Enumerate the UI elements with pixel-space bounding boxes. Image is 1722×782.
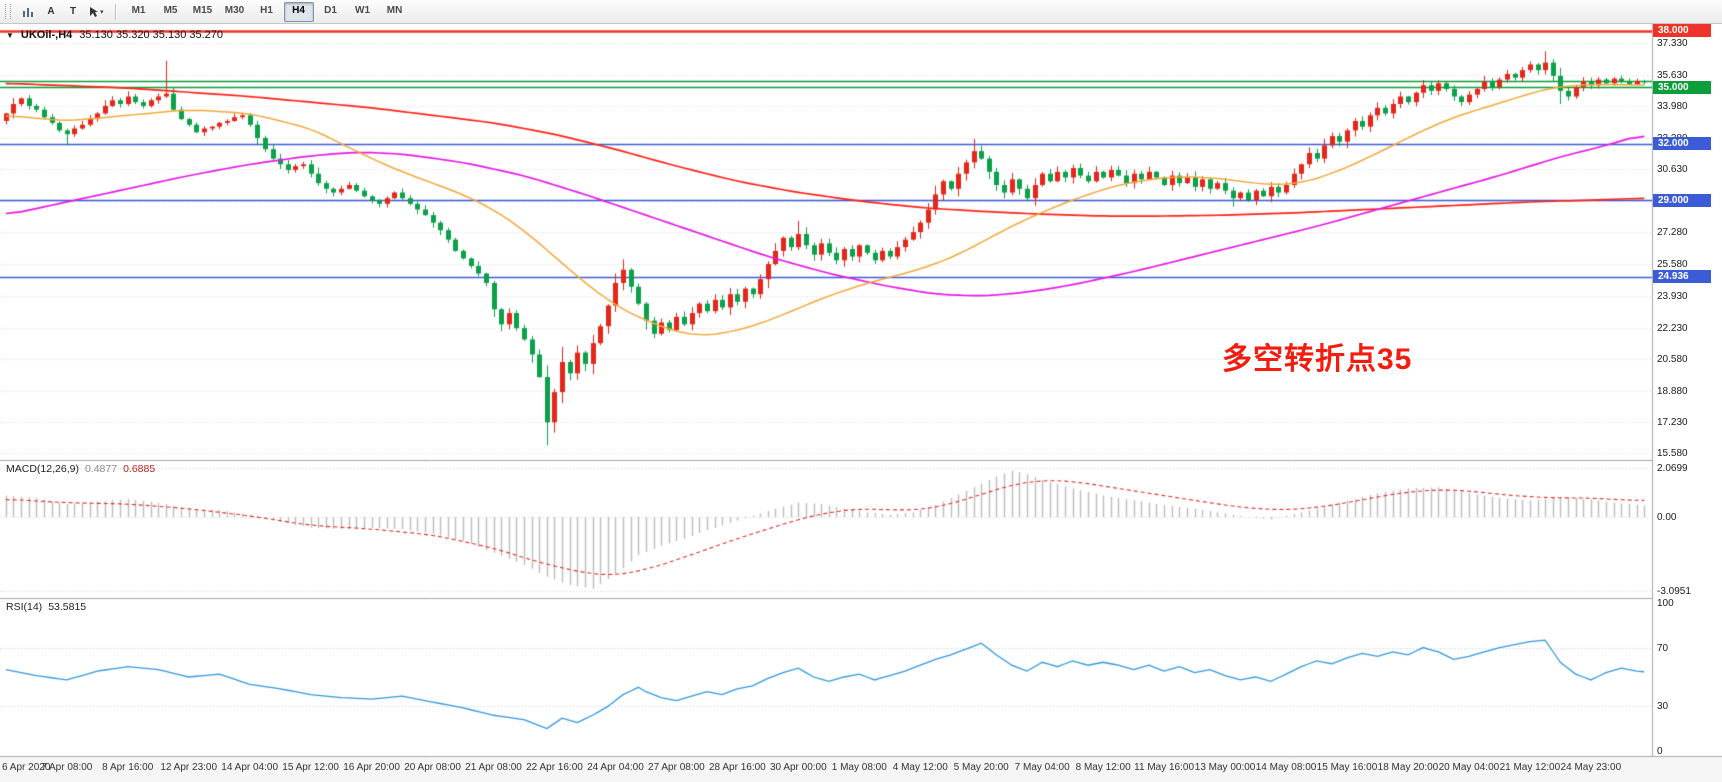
cursor-icon <box>90 6 98 17</box>
timeframe-group: M1 M5 M15 M30 H1 H4 D1 W1 MN <box>123 1 411 22</box>
text-tool-button[interactable]: A <box>41 2 61 21</box>
timeframe-h1[interactable]: H1 <box>260 4 273 16</box>
cursor-tool-dropdown[interactable]: ▾ <box>85 2 108 21</box>
trendline-tool-label: T <box>69 6 77 17</box>
toolbar-separator <box>114 3 117 20</box>
timeframe-m15[interactable]: M15 <box>192 4 213 16</box>
timeframe-m30[interactable]: M30 <box>224 4 245 16</box>
toolbar: A T ▾ M1 M5 M15 M30 H1 H4 D1 W1 MN <box>0 0 1722 24</box>
caret-down-icon: ▾ <box>100 8 104 16</box>
timeframe-m1[interactable]: M1 <box>131 4 146 16</box>
toolbar-grip[interactable] <box>5 4 11 19</box>
text-tool-label: A <box>47 6 55 17</box>
timeframe-w1[interactable]: W1 <box>355 4 371 16</box>
timeframe-m5[interactable]: M5 <box>163 4 178 16</box>
trendline-tool-button[interactable]: T <box>63 2 83 21</box>
chart-type-button[interactable] <box>18 2 39 21</box>
timeframe-mn[interactable]: MN <box>386 4 403 16</box>
timeframe-h4[interactable]: H4 <box>283 1 314 22</box>
timeframe-d1[interactable]: D1 <box>324 4 337 16</box>
bar-chart-icon <box>23 7 33 17</box>
